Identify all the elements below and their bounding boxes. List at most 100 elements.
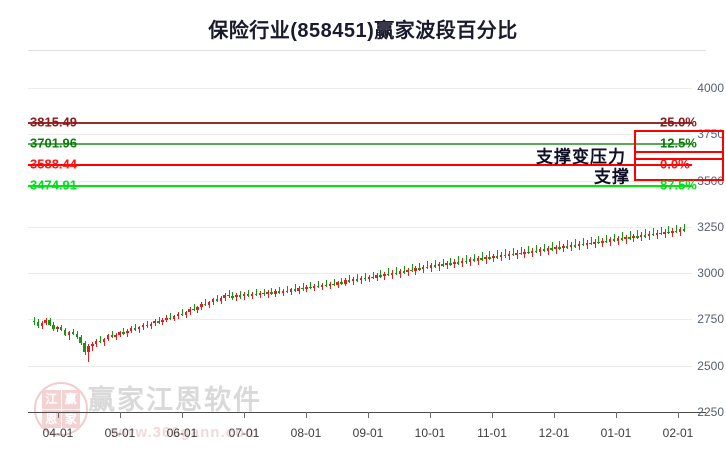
candle-body [394, 272, 398, 275]
candle-body [223, 294, 226, 298]
candle-wick [232, 292, 233, 300]
candle-body [554, 247, 557, 250]
candle-body [460, 260, 464, 264]
candle-body [161, 319, 164, 323]
candle-wick [100, 336, 101, 344]
candle-body [647, 233, 651, 237]
candle-body [371, 276, 374, 279]
candle-body [32, 320, 36, 323]
candle-body [270, 292, 273, 294]
x-axis-tick-label: 07-01 [228, 426, 260, 440]
candle-body [75, 333, 78, 338]
candle-body [184, 312, 187, 315]
x-axis-tick [58, 412, 59, 418]
candle-body [63, 329, 67, 335]
candle-wick [435, 259, 436, 268]
x-axis-tick [492, 412, 493, 418]
candle-wick [419, 262, 420, 271]
candle-body [200, 303, 203, 308]
seal-char-1: 赢 [61, 390, 80, 409]
candle-wick [256, 289, 257, 297]
candle-body [277, 291, 281, 293]
candle-body [56, 327, 59, 329]
support-turns-pressure-annotation: 支撑变压力 [536, 147, 626, 167]
candle-body [344, 280, 347, 284]
candle-body [612, 239, 616, 241]
candle-body [429, 265, 433, 268]
candle-body [118, 332, 121, 335]
candle-wick [248, 290, 249, 298]
candle-body [95, 340, 98, 344]
candle-body [671, 230, 674, 233]
candle-body [425, 266, 429, 269]
candle-body [83, 343, 86, 352]
candle-body [468, 259, 472, 263]
candle-wick [380, 269, 381, 278]
candle-body [643, 235, 647, 237]
y-axis-tick-label: 3250 [697, 219, 724, 234]
candle-wick [668, 225, 669, 235]
candle-body [359, 277, 363, 281]
candle-body [628, 237, 631, 239]
candle-wick [653, 227, 654, 237]
candle-wick [373, 271, 374, 280]
candle-body [126, 330, 129, 334]
candle-body [402, 271, 405, 273]
candle-body [418, 268, 421, 270]
candle-body [239, 295, 242, 297]
candle-wick [334, 278, 335, 287]
candle-body [499, 254, 503, 258]
candle-body [289, 289, 293, 292]
candle-body [492, 256, 495, 259]
level-3701-price-label: 3701.96 [30, 135, 77, 151]
candle-wick [271, 287, 272, 295]
candle-body [332, 283, 335, 285]
candle-wick [645, 229, 646, 238]
candle-body [636, 236, 639, 238]
candle-body [550, 248, 553, 250]
x-axis-line [28, 412, 706, 413]
x-axis-tick [306, 412, 307, 418]
candle-body [231, 296, 234, 298]
candle-body [313, 285, 316, 288]
candle-body [102, 338, 106, 342]
candle-body [597, 241, 600, 244]
seal-char-2: 恩 [42, 409, 61, 428]
candle-wick [357, 273, 358, 282]
candle-body [414, 268, 417, 271]
candle-body [235, 295, 238, 298]
candle-wick [583, 237, 584, 247]
candle-body [246, 294, 250, 296]
candle-body [149, 323, 152, 327]
x-axis-tick-label: 01-01 [600, 426, 632, 440]
x-axis-tick-label: 06-01 [166, 426, 198, 440]
title-divider [28, 50, 706, 51]
candle-body [581, 243, 585, 246]
y-axis-tick-label: 3750 [697, 127, 724, 142]
candle-body [180, 313, 184, 315]
candle-body [437, 264, 440, 267]
candle-body [667, 231, 670, 234]
candle-body [137, 327, 141, 330]
candle-body [305, 286, 308, 290]
x-axis-tick-label: 11-01 [477, 426, 507, 440]
x-axis-tick [554, 412, 555, 418]
candle-wick [295, 284, 296, 293]
candle-body [110, 335, 113, 337]
candle-body [153, 321, 156, 324]
candle-body [422, 266, 425, 270]
candle-wick [513, 247, 514, 257]
candle-body [406, 269, 409, 273]
candle-body [242, 294, 246, 297]
watermark-brand: 赢家江恩软件 [88, 385, 262, 415]
candle-wick [217, 294, 218, 302]
candle-body [79, 337, 82, 344]
candle-body [258, 292, 261, 295]
candle-body [172, 316, 176, 319]
candle-wick [104, 337, 105, 346]
candle-wick [521, 246, 522, 256]
grid-line [28, 365, 692, 367]
candle-wick [536, 244, 537, 254]
candle-body [410, 269, 413, 272]
candle-wick [466, 254, 467, 264]
